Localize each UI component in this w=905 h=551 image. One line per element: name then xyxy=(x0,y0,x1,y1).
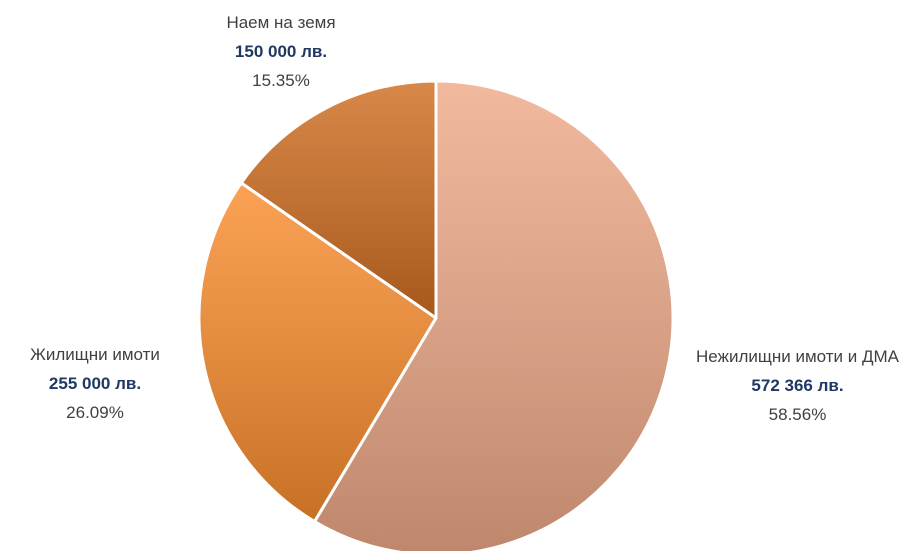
slice-shade xyxy=(197,181,438,524)
percent-label: 58.56% xyxy=(768,405,827,424)
percent-label: 15.35% xyxy=(252,71,310,90)
category-name: Нежилищни имоти и ДМА xyxy=(696,347,899,366)
percent-label: 26.09% xyxy=(66,403,124,422)
category-name: Наем на земя xyxy=(226,13,336,32)
value-label: 572 366 лв. xyxy=(751,376,844,395)
value-label: 255 000 лв. xyxy=(48,374,142,393)
slice-label: Нежилищни имоти и ДМА 572 366 лв. 58.56% xyxy=(690,342,905,429)
slice-shade xyxy=(313,79,675,551)
slice-label: Наем на земя 150 000 лв. 15.35% xyxy=(170,8,392,95)
category-name: Жилищни имоти xyxy=(30,345,160,364)
slice-label: Жилищни имоти 255 000 лв. 26.09% xyxy=(0,340,190,427)
slice-shade xyxy=(239,79,438,320)
value-label: 150 000 лв. xyxy=(234,42,328,61)
